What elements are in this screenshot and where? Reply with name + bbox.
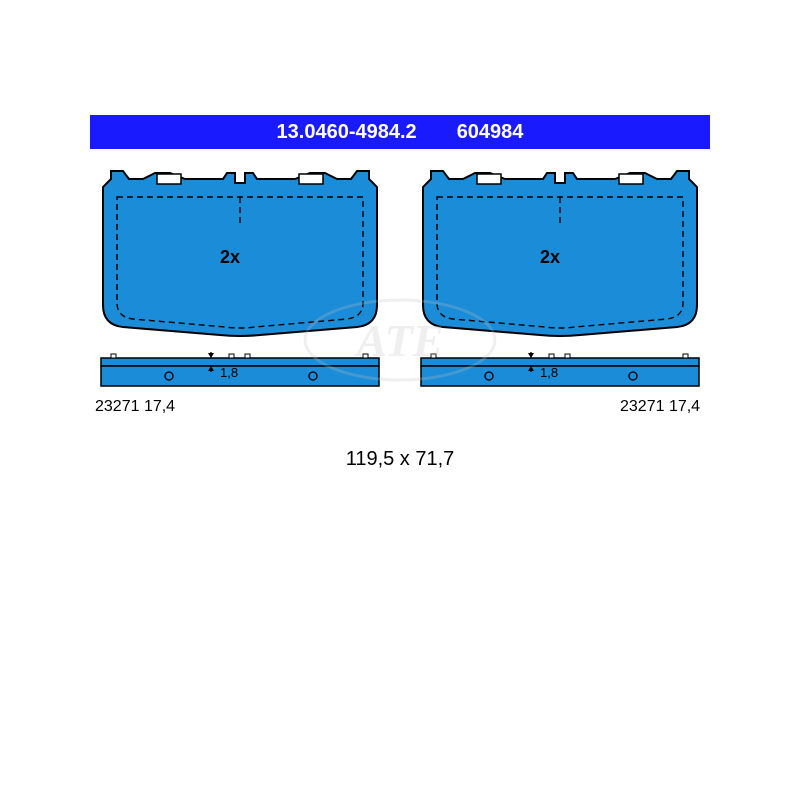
profiles-row: 1,8 1,8: [90, 352, 710, 392]
pad-tab: [477, 174, 501, 184]
part-number: 13.0460-4984.2: [277, 121, 417, 144]
qty-label-left: 2x: [220, 247, 240, 268]
profile-right: [415, 352, 705, 392]
pad-tab: [619, 174, 643, 184]
profile-bump: [683, 354, 688, 358]
main-dimension: 119,5 x 71,7: [0, 448, 800, 471]
profile-bump: [229, 354, 234, 358]
profile-friction: [101, 366, 379, 386]
profile-bump: [363, 354, 368, 358]
pad-tab: [157, 174, 181, 184]
profile-left: [95, 352, 385, 392]
profile-bump: [111, 354, 116, 358]
thickness-label-left: 1,8: [220, 365, 238, 380]
profile-bump: [565, 354, 570, 358]
profile-bump: [245, 354, 250, 358]
profile-bump: [431, 354, 436, 358]
short-code: 604984: [457, 121, 524, 144]
thickness-label-right: 1,8: [540, 365, 558, 380]
profile-back: [421, 358, 699, 366]
profile-back: [101, 358, 379, 366]
pad-ref-right: 23271 17,4: [620, 398, 700, 416]
pads-row: 2x 2x: [90, 165, 710, 340]
header-bar: 13.0460-4984.2 604984: [90, 115, 710, 149]
profile-friction: [421, 366, 699, 386]
qty-label-right: 2x: [540, 247, 560, 268]
pad-ref-left: 23271 17,4: [95, 398, 175, 416]
pad-tab: [299, 174, 323, 184]
profile-bump: [549, 354, 554, 358]
